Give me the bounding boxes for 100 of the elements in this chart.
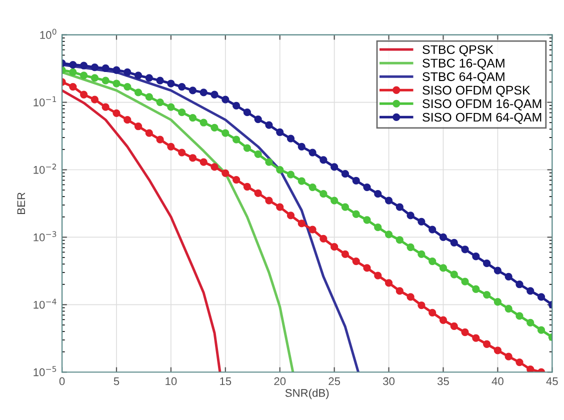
point (472, 252, 480, 260)
x-tick-label: 40 (492, 377, 504, 386)
point (222, 169, 230, 177)
point (90, 96, 99, 104)
point (450, 322, 458, 330)
point (482, 290, 491, 299)
point (265, 121, 273, 129)
point (298, 220, 306, 228)
point (352, 210, 360, 218)
point (516, 280, 524, 288)
x-tick-label: 15 (220, 377, 232, 386)
point (167, 103, 175, 111)
point (102, 76, 110, 84)
point (243, 144, 252, 152)
point (145, 93, 153, 101)
x-tick-label: 25 (328, 377, 340, 386)
point (308, 148, 316, 156)
point (384, 230, 393, 238)
point (439, 233, 448, 242)
point (188, 154, 197, 162)
point (156, 98, 164, 106)
y-tick-label: 10$^{0}$ (40, 28, 56, 39)
point (428, 257, 436, 266)
point (330, 243, 338, 251)
point (178, 108, 186, 116)
point (341, 203, 350, 211)
x-tick-label: 5 (114, 377, 120, 386)
point (200, 118, 208, 126)
point (80, 72, 88, 80)
point (396, 203, 404, 211)
point (439, 264, 448, 272)
point (112, 109, 120, 117)
point (330, 196, 338, 204)
point (504, 352, 512, 360)
point (102, 64, 110, 72)
point (298, 177, 306, 185)
x-tick-label: 20 (274, 377, 286, 386)
point (156, 136, 164, 144)
point (200, 88, 208, 96)
point (363, 216, 371, 224)
point (102, 103, 110, 111)
legend-label: STBC 16-QAM (422, 58, 504, 70)
point (112, 80, 120, 88)
x-axis-title: SNR(dB) (285, 388, 329, 400)
y-axis-title: BER (17, 192, 25, 214)
x-tick-label: 45 (546, 377, 558, 386)
point (396, 287, 404, 295)
point (494, 266, 502, 274)
point (124, 82, 132, 91)
point (210, 124, 218, 132)
point (341, 250, 350, 258)
point (428, 226, 436, 234)
point (243, 108, 252, 116)
point (504, 272, 512, 280)
point (418, 301, 426, 310)
point (396, 236, 404, 244)
point (80, 90, 88, 98)
point (112, 66, 120, 74)
point (374, 224, 382, 232)
point (320, 190, 328, 198)
point (265, 196, 273, 204)
point (254, 115, 262, 124)
point (167, 142, 175, 150)
point (537, 326, 546, 334)
y-tick-label: 10$^{−2}$ (34, 164, 56, 174)
point (526, 366, 534, 372)
point (243, 182, 252, 191)
point (352, 257, 360, 266)
point (494, 298, 502, 306)
point (406, 293, 414, 301)
point (526, 287, 534, 295)
point (69, 60, 77, 69)
point (90, 64, 99, 72)
legend-label: STBC 64-QAM (422, 72, 504, 84)
point (80, 62, 88, 70)
point (461, 246, 469, 254)
point (200, 158, 208, 166)
legend-label: SISO OFDM 16-QAM (422, 99, 542, 110)
point (384, 196, 393, 204)
point (124, 116, 132, 124)
point (472, 334, 480, 342)
point (504, 304, 512, 313)
point (232, 102, 240, 110)
x-tick-label: 0 (59, 377, 65, 386)
point (516, 358, 524, 366)
point (461, 278, 469, 286)
point (363, 183, 371, 192)
point (320, 156, 328, 164)
point (188, 86, 197, 94)
line-series (62, 89, 222, 372)
point (232, 176, 240, 184)
point (286, 170, 295, 178)
point (156, 76, 164, 84)
point (210, 90, 218, 98)
point (222, 96, 230, 104)
point (69, 68, 77, 76)
point (439, 316, 448, 324)
x-tick-label: 30 (383, 377, 395, 386)
point (134, 88, 142, 96)
x-tick-label: 35 (437, 377, 449, 386)
